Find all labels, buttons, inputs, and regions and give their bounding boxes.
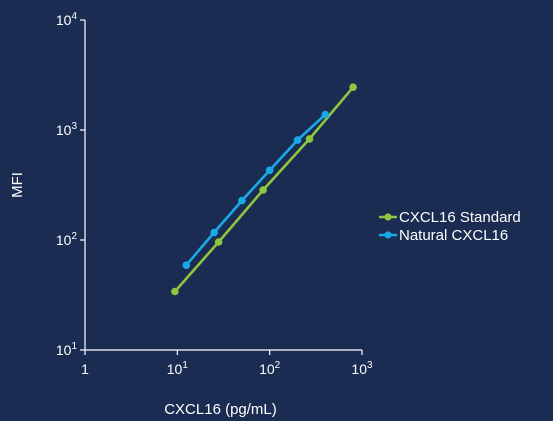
legend-swatch-marker xyxy=(384,231,392,239)
x-tick-label: 1 xyxy=(81,361,89,377)
data-point xyxy=(182,261,191,270)
legend-label: CXCL16 Standard xyxy=(399,209,521,226)
y-tick-label: 101 xyxy=(56,341,78,358)
data-point xyxy=(259,186,267,194)
data-point xyxy=(210,228,218,237)
series-line xyxy=(185,113,327,267)
data-point xyxy=(238,196,246,205)
legend-item: Natural CXCL16 xyxy=(379,227,508,244)
legend-item: CXCL16 Standard xyxy=(379,209,521,226)
data-point xyxy=(293,136,302,144)
series-layer xyxy=(171,83,357,296)
data-point xyxy=(305,135,314,143)
y-tick-label: 104 xyxy=(56,11,78,28)
y-tick-label: 103 xyxy=(56,121,78,138)
x-axis-title: CXCL16 (pg/mL) xyxy=(164,401,277,418)
data-point xyxy=(321,110,330,119)
y-axis-title: MFI xyxy=(9,172,26,198)
x-tick-label: 103 xyxy=(351,360,373,377)
x-axis-ticks: 1 101 102 103 xyxy=(81,350,373,377)
legend-swatch-marker xyxy=(384,213,392,221)
data-point xyxy=(349,83,357,91)
data-point xyxy=(265,166,274,175)
y-axis-ticks: 101 102 103 104 xyxy=(56,11,85,358)
legend-label: Natural CXCL16 xyxy=(399,227,508,244)
series-group xyxy=(182,110,330,270)
data-point xyxy=(214,238,223,246)
x-tick-label: 101 xyxy=(167,360,189,377)
y-tick-label: 102 xyxy=(56,231,78,248)
series-group xyxy=(171,83,357,296)
axes xyxy=(84,20,362,351)
x-tick-label: 102 xyxy=(259,360,281,377)
data-point xyxy=(171,287,179,296)
